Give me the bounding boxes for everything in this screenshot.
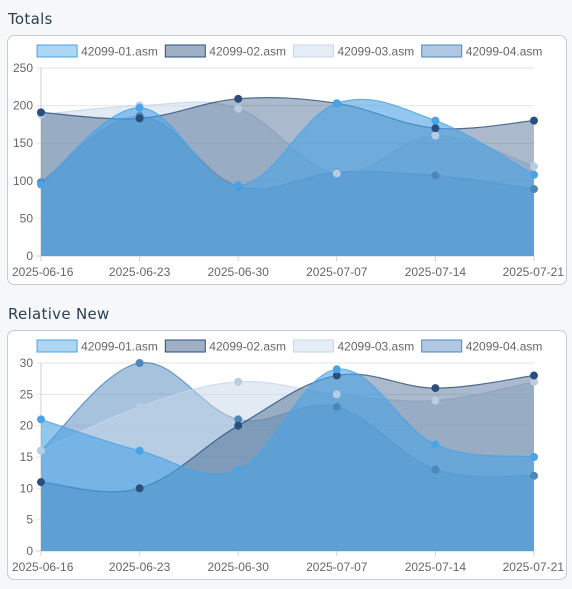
series-2-point: [234, 421, 243, 430]
legend-label-1: 42099-01.asm: [81, 45, 158, 59]
legend-swatch-3: [293, 339, 334, 353]
y-tick-label: 15: [20, 450, 34, 464]
y-tick-label: 50: [20, 211, 34, 225]
series-1-point: [431, 440, 440, 449]
series-3-point: [530, 162, 538, 171]
section-title-totals: Totals: [8, 10, 53, 28]
series-2-point: [530, 371, 538, 380]
series-2-point: [234, 94, 243, 103]
legend-label-1: 42099-01.asm: [81, 340, 158, 354]
legend-swatch-4: [421, 339, 463, 353]
x-tick-label: 2025-06-30: [208, 265, 270, 279]
section-title-relative-new: Relative New: [8, 305, 110, 323]
x-tick-label: 2025-07-07: [306, 265, 368, 279]
x-tick-label: 2025-06-16: [12, 265, 74, 279]
y-tick-label: 10: [20, 481, 34, 495]
chart-panel-totals: 42099-01.asm 42099-02.asm 42099-03.asm 4209…: [7, 35, 567, 285]
y-tick-label: 0: [26, 544, 33, 558]
series-4-point: [135, 359, 144, 367]
series-2-point: [431, 124, 440, 133]
series-2-point: [135, 484, 144, 493]
series-1-point: [37, 180, 45, 189]
series-3-point: [135, 402, 144, 411]
x-tick-label: 2025-07-21: [503, 265, 565, 279]
legend-swatch-3: [293, 44, 334, 58]
series-2-point: [530, 116, 538, 125]
series-area-1: [41, 99, 534, 256]
series-1-point: [431, 116, 440, 125]
series-4-point: [530, 471, 538, 480]
series-1-point: [332, 365, 341, 374]
series-1-point: [135, 103, 144, 112]
chart-panel-relative-new: 42099-01.asm 42099-02.asm 42099-03.asm 4209…: [7, 330, 567, 580]
y-tick-label: 100: [13, 174, 33, 188]
y-tick-label: 5: [26, 513, 33, 527]
series-4-point: [530, 185, 538, 194]
x-tick-label: 2025-06-23: [109, 560, 171, 574]
legend-label-4: 42099-04.asm: [466, 45, 543, 59]
legend-label-3: 42099-03.asm: [338, 340, 415, 354]
y-tick-label: 150: [13, 136, 33, 150]
legend-label-2: 42099-02.asm: [209, 340, 286, 354]
relative-new-area-chart: 42099-01.asm 42099-02.asm 42099-03.asm 4209…: [12, 339, 565, 574]
series-2-point: [135, 114, 144, 123]
x-tick-label: 2025-07-21: [503, 560, 565, 574]
legend-swatch-2: [164, 339, 206, 353]
series-2-point: [37, 108, 45, 117]
y-tick-label: 250: [13, 61, 33, 75]
series-1-point: [530, 453, 538, 461]
y-tick-label: 200: [13, 99, 33, 113]
legend-swatch-1: [36, 339, 78, 353]
series-1-point: [135, 446, 144, 455]
legend-label-4: 42099-04.asm: [466, 340, 543, 354]
series-3-point: [431, 131, 440, 140]
legend-swatch-1: [36, 44, 78, 58]
legend-swatch-4: [421, 44, 463, 58]
series-line-3: [40, 380, 535, 452]
x-tick-label: 2025-06-23: [109, 265, 171, 279]
series-4-point: [431, 465, 440, 474]
series-1-point: [530, 170, 538, 179]
y-tick-label: 0: [26, 249, 33, 263]
totals-area-chart: 42099-01.asm 42099-02.asm 42099-03.asm 4209…: [12, 44, 565, 279]
series-3-point: [431, 396, 440, 405]
series-3-point: [234, 104, 243, 113]
series-line-1: [40, 368, 535, 475]
x-tick-label: 2025-07-07: [306, 560, 368, 574]
series-1-point: [234, 181, 243, 190]
series-3-point: [332, 390, 341, 399]
series-1-point: [234, 465, 243, 474]
legend-label-2: 42099-02.asm: [209, 45, 286, 59]
y-tick-label: 30: [20, 356, 34, 370]
legend-label-3: 42099-03.asm: [338, 45, 415, 59]
y-tick-label: 25: [20, 387, 34, 401]
x-tick-label: 2025-07-14: [405, 265, 467, 279]
x-tick-label: 2025-06-16: [12, 560, 74, 574]
x-tick-label: 2025-07-14: [405, 560, 467, 574]
series-3-point: [37, 446, 45, 455]
series-3-point: [332, 169, 341, 178]
x-tick-label: 2025-06-30: [208, 560, 270, 574]
series-3-point: [234, 377, 243, 386]
series-2-point: [431, 384, 440, 393]
series-1-point: [37, 415, 45, 424]
series-1-point: [332, 99, 341, 108]
legend-swatch-2: [164, 44, 206, 58]
series-area-1: [41, 369, 534, 551]
y-tick-label: 20: [20, 419, 34, 433]
series-4-point: [332, 402, 341, 411]
series-4-point: [431, 171, 440, 180]
series-2-point: [37, 478, 45, 487]
